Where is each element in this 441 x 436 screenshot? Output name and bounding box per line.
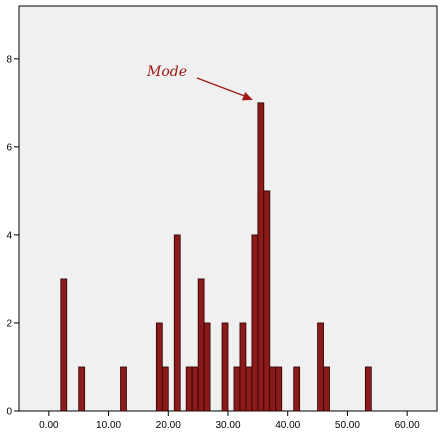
x-axis: 0.00 10.00 20.00 30.00 40.00 50.00 60.00 <box>39 411 420 431</box>
x-tick-label: 10.00 <box>96 420 121 431</box>
histogram-bar <box>78 366 86 412</box>
histogram-bar <box>245 366 253 412</box>
histogram-bar <box>120 366 127 412</box>
y-tick-label: 4 <box>6 230 12 241</box>
mode-annotation: Mode <box>146 64 253 101</box>
annotation-arrowhead <box>241 92 253 101</box>
x-tick-label: 40.00 <box>275 420 300 431</box>
histogram-bar <box>221 322 229 412</box>
y-tick-label: 2 <box>6 318 12 329</box>
annotation-arrow-line <box>196 77 248 98</box>
histogram-bar <box>197 278 205 412</box>
histogram-bar <box>317 322 324 412</box>
histogram-bar <box>269 366 277 412</box>
histogram-bar <box>161 366 169 412</box>
histogram-bar <box>364 366 372 412</box>
x-tick-label: 60.00 <box>395 420 420 431</box>
annotation-label: Mode <box>146 64 187 80</box>
y-tick-label: 6 <box>6 142 12 153</box>
histogram-bar <box>203 322 211 412</box>
histogram-bar <box>233 366 241 412</box>
y-axis: 0 2 4 6 8 <box>6 54 19 418</box>
histogram-bar <box>275 366 283 412</box>
x-tick-label: 30.00 <box>215 420 240 431</box>
histogram-bar <box>293 366 301 412</box>
histogram-bar <box>251 234 259 412</box>
histogram-bar <box>173 234 181 412</box>
x-tick-label: 20.00 <box>156 420 181 431</box>
y-tick-label: 8 <box>6 54 12 65</box>
histogram-bar <box>60 278 68 412</box>
histogram-bar <box>323 366 330 412</box>
y-tick-label: 0 <box>6 407 12 418</box>
histogram-bar <box>155 322 163 412</box>
x-tick-label: 50.00 <box>335 420 360 431</box>
bars-group <box>60 102 372 412</box>
x-tick-label: 0.00 <box>39 420 59 431</box>
histogram-bar <box>185 366 193 412</box>
histogram-bar <box>191 366 199 412</box>
histogram-bar <box>263 190 271 412</box>
histogram-bar <box>257 102 265 412</box>
histogram-bar <box>239 322 247 412</box>
